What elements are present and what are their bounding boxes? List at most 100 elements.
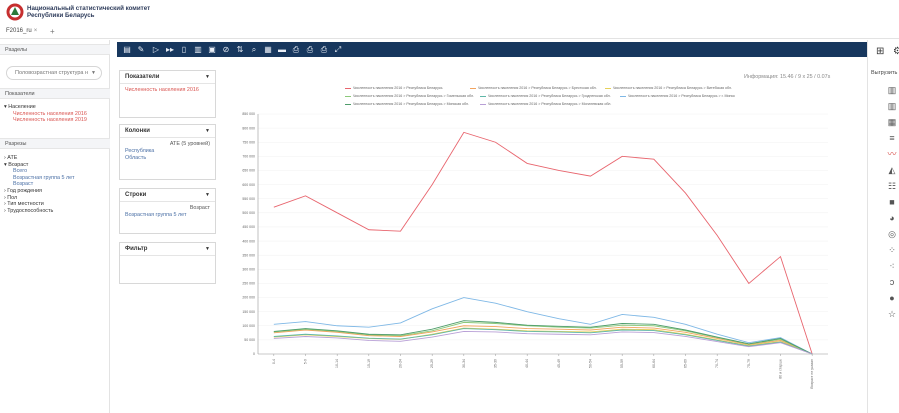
legend-item[interactable]: Численность населения 2016 > Республика …: [345, 94, 474, 98]
x-tick-label: 35-39: [494, 359, 498, 368]
indicator-item[interactable]: Численность населения 2019: [13, 117, 87, 124]
layout-icon[interactable]: ▯: [181, 45, 187, 54]
panel-item[interactable]: Область: [125, 154, 147, 161]
expand-icon[interactable]: ›: [4, 194, 8, 201]
legend-item[interactable]: Численность населения 2016 > Республика …: [480, 102, 611, 106]
panel-rows[interactable]: Строки ▼ Возраст Возрастная группа 5 лет: [119, 188, 216, 234]
scatter-table-icon[interactable]: ☷: [887, 181, 897, 191]
bubble-icon[interactable]: ⁘: [888, 245, 896, 255]
left-sidebar: Разделы Половозрастная структура н ▼ Пок…: [0, 40, 110, 413]
legend-item[interactable]: Численность населения 2016 > Республика …: [605, 86, 732, 90]
hide-icon[interactable]: ⊘: [222, 45, 230, 54]
section-dropdown-value: Половозрастная структура н: [15, 70, 89, 76]
series-line-4: [273, 328, 813, 355]
tab-close-icon[interactable]: ×: [33, 28, 38, 34]
add-tab-button[interactable]: +: [50, 27, 55, 36]
fast-forward-icon[interactable]: ▸▸: [165, 45, 175, 54]
star-icon[interactable]: ☆: [887, 309, 897, 319]
slice-age[interactable]: ▾ Возраст: [4, 161, 29, 168]
grid-icon[interactable]: ⊞: [876, 46, 885, 57]
edit-icon[interactable]: ✎: [137, 45, 145, 54]
legend-item[interactable]: Численность населения 2016 > Республика …: [345, 102, 469, 106]
panel-item[interactable]: Республика: [125, 147, 155, 154]
legend-item[interactable]: Численность населения 2016 > Республика …: [620, 94, 735, 98]
slice-age-child[interactable]: Всего: [13, 168, 28, 175]
print-preview-icon[interactable]: ⎙: [320, 45, 328, 54]
tree-group-population[interactable]: ▾ Население: [4, 104, 36, 110]
legend-item[interactable]: Численность населения 2016 > Республика …: [345, 86, 443, 90]
panel-item-right[interactable]: АТЕ (5 уровней): [169, 141, 210, 147]
y-tick-label: 600 000: [242, 183, 255, 187]
panel-header: Колонки ▼: [120, 125, 215, 138]
legend-swatch-4: [480, 95, 486, 97]
print-icon[interactable]: ⎙: [292, 45, 300, 54]
x-tick-label: 75-79: [747, 359, 751, 368]
sort-icon[interactable]: ⇅: [236, 45, 244, 54]
panel-columns[interactable]: Колонки ▼ АТЕ (5 уровней) Республика Обла…: [119, 124, 216, 180]
x-tick-label: 0-4: [272, 359, 276, 364]
legend-item[interactable]: Численность населения 2016 > Республика …: [470, 86, 597, 90]
panel-item[interactable]: Численность населения 2016: [125, 87, 199, 93]
legend-item[interactable]: Численность населения 2016 > Республика …: [480, 94, 611, 98]
fullscreen-icon[interactable]: ⤢: [334, 45, 342, 54]
tab-label: F2016_ru: [6, 28, 32, 34]
section-dropdown[interactable]: Половозрастная структура н ▼: [6, 66, 102, 80]
x-tick-label: 25-29: [430, 359, 434, 368]
area-chart-icon[interactable]: ◭: [888, 165, 896, 175]
collapse-icon[interactable]: ▾: [4, 161, 9, 168]
search-icon[interactable]: ⌕: [251, 45, 257, 54]
chevron-down-icon[interactable]: ▼: [205, 246, 210, 252]
slice-workability[interactable]: › Трудоспособность: [4, 207, 54, 214]
panel-header: Показатели ▼: [120, 71, 215, 84]
slice-age-child[interactable]: Возрастная группа 5 лет: [13, 174, 75, 181]
belstat-logo-icon[interactable]: [6, 3, 24, 21]
slice-ate[interactable]: › АТЕ: [4, 155, 18, 161]
heatmap-icon[interactable]: ▦: [887, 117, 897, 127]
expand-icon[interactable]: ›: [4, 155, 8, 161]
export-excel-icon[interactable]: ▦: [264, 45, 272, 54]
line-chart: 0 50 000 100 000 150 000 200 000 250 000 300 0…: [242, 112, 828, 389]
info-text: Информация: 15.46 / 9 x 25 / 0.07s: [744, 74, 831, 80]
tab-f2016[interactable]: F2016_ru ×: [6, 28, 37, 34]
panel-item-right[interactable]: Возраст: [189, 205, 210, 211]
print-pdf-icon[interactable]: ⎙: [306, 45, 314, 54]
expand-icon[interactable]: ▾: [4, 104, 9, 110]
pie-chart-icon[interactable]: ◕: [889, 213, 895, 223]
expand-icon[interactable]: ›: [4, 201, 8, 208]
slice-sex[interactable]: › Пол: [4, 194, 18, 201]
export-csv-icon[interactable]: ▬: [278, 45, 286, 54]
panel-indicators[interactable]: Показатели ▼ Численность населения 2016: [119, 70, 216, 118]
settings-icon[interactable]: ⚙: [893, 46, 899, 57]
panel-body: Возраст Возрастная группа 5 лет: [120, 202, 215, 222]
legend-swatch-1: [470, 87, 476, 89]
y-tick-label: 700 000: [242, 155, 255, 159]
stacked-bar-icon[interactable]: ▥: [887, 101, 897, 111]
donut-chart-icon[interactable]: ◎: [888, 229, 896, 239]
x-tick-label: 70-74: [715, 359, 719, 368]
expand-icon[interactable]: ›: [4, 207, 8, 214]
chevron-down-icon[interactable]: ▼: [205, 74, 210, 80]
slice-age-child[interactable]: Возраст: [13, 181, 34, 188]
line-chart-icon[interactable]: 〰: [887, 149, 897, 159]
bar-chart-icon[interactable]: ▥: [887, 85, 897, 95]
chevron-down-icon[interactable]: ▼: [205, 192, 210, 198]
grouped-bar-icon[interactable]: ≡: [889, 133, 895, 143]
play-icon[interactable]: ▷: [152, 45, 160, 54]
panel-filter[interactable]: Фильтр ▼: [119, 242, 216, 284]
save-icon[interactable]: ▣: [208, 45, 216, 54]
export-label[interactable]: Выгрузить: [871, 70, 898, 76]
compare-icon[interactable]: ▥: [194, 45, 202, 54]
slices-header: Разрезы: [0, 138, 110, 149]
treemap-icon[interactable]: ■: [889, 197, 895, 207]
slice-birth-year[interactable]: › Год рождения: [4, 187, 42, 194]
x-tick-label: 15-19: [367, 359, 371, 368]
dot-icon[interactable]: ↄ: [889, 277, 895, 287]
expand-icon[interactable]: ›: [4, 187, 8, 194]
funnel-icon[interactable]: ⁖: [889, 261, 895, 271]
panel-item[interactable]: Возрастная группа 5 лет: [125, 211, 187, 218]
chevron-down-icon[interactable]: ▼: [205, 128, 210, 134]
indicator-item[interactable]: Численность населения 2016: [13, 110, 87, 117]
table-icon[interactable]: ▤: [123, 45, 131, 54]
radar-icon[interactable]: ●: [889, 293, 895, 303]
slice-area-type[interactable]: › Тип местности: [4, 201, 44, 208]
